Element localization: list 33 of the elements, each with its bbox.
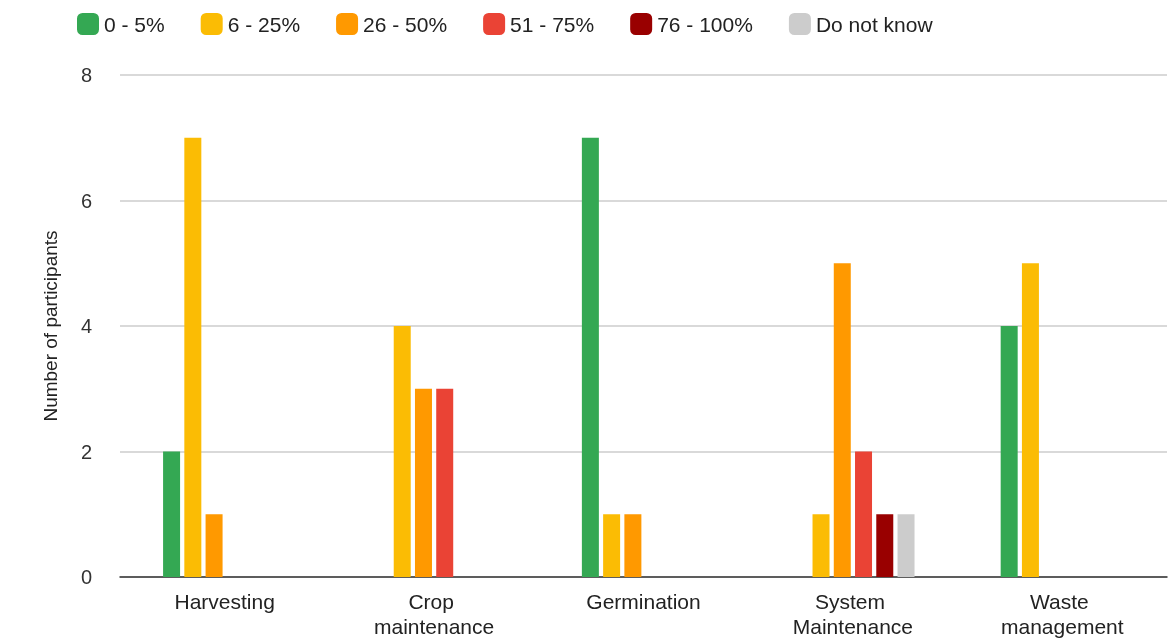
y-tick-label: 4 [80, 315, 92, 337]
bar [833, 263, 851, 577]
x-tick-label: Crop maintenance [373, 590, 495, 638]
bar [624, 514, 642, 577]
bar [436, 388, 454, 577]
bar [812, 514, 830, 577]
bar [603, 514, 621, 577]
bar [897, 514, 915, 577]
x-tick-label: System Maintenance [792, 590, 914, 638]
legend-label: 51 - 75% [510, 12, 595, 36]
legend-label: Do not know [815, 12, 934, 36]
bar [205, 514, 223, 577]
y-tick-label: 6 [80, 189, 92, 212]
legend-label: 6 - 25% [227, 12, 301, 36]
bar [1021, 263, 1039, 577]
bar [1000, 326, 1018, 577]
legend-label: 0 - 5% [104, 12, 165, 36]
bar [581, 137, 599, 577]
bar [393, 326, 411, 577]
bar [855, 451, 873, 577]
bar [163, 451, 181, 577]
x-tick-label: Germination [586, 590, 701, 613]
bar [184, 137, 202, 577]
legend-label: 76 - 100% [657, 12, 753, 36]
bar [876, 514, 894, 577]
y-axis-title: Number of participants [40, 230, 61, 422]
bar [414, 388, 432, 577]
y-tick-label: 0 [80, 566, 92, 588]
x-tick-label: Harvesting [174, 590, 275, 613]
y-tick-label: 8 [80, 64, 92, 86]
x-tick-label: Waste management [1001, 590, 1124, 638]
y-tick-label: 2 [80, 440, 92, 463]
legend-label: 26 - 50% [363, 12, 448, 36]
